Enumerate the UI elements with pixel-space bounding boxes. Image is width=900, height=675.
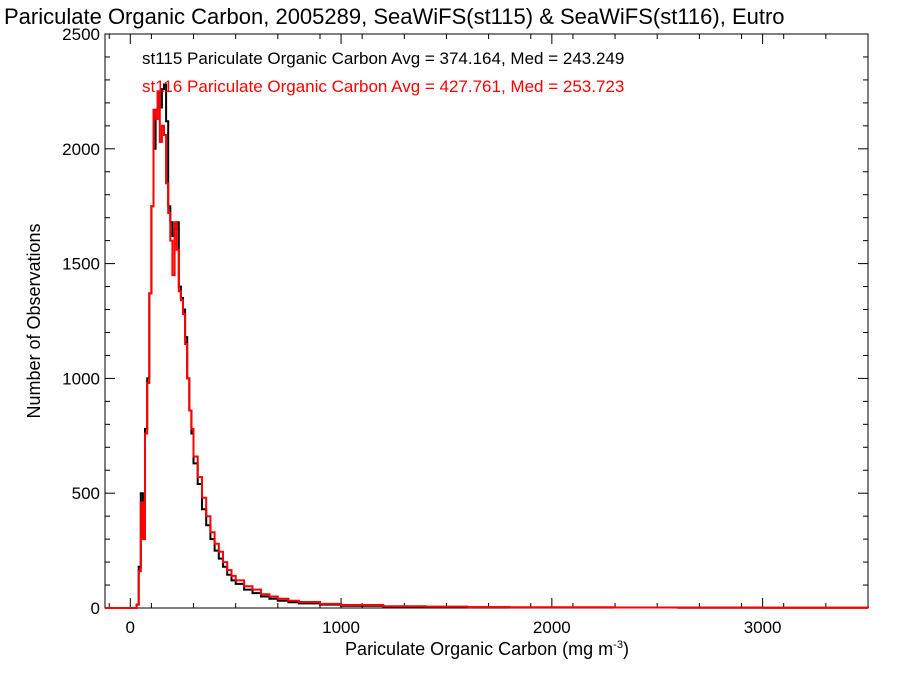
series-lines	[105, 83, 869, 609]
legend-entry-st115: st115 Pariculate Organic Carbon Avg = 37…	[142, 49, 624, 68]
x-tick-label: 2000	[533, 618, 571, 637]
x-tick-label: 0	[126, 618, 135, 637]
y-axis-label: Number of Observations	[24, 223, 44, 418]
y-tick-labels: 0 500 1000 1500 2000 2500	[62, 25, 100, 618]
series-line-st115	[105, 83, 869, 609]
y-tick-label: 0	[91, 599, 100, 618]
y-tick-label: 1000	[62, 369, 100, 388]
x-tick-labels: 0 1000 2000 3000	[126, 618, 782, 637]
plot-frame	[104, 33, 869, 609]
x-axis-label: Pariculate Organic Carbon (mg m-3)	[345, 639, 629, 659]
tick-marks	[105, 33, 869, 609]
x-tick-label: 1000	[322, 618, 360, 637]
y-tick-label: 1500	[62, 255, 100, 274]
y-tick-label: 2500	[62, 25, 100, 44]
x-axis-label-superscript: -3	[613, 639, 623, 651]
y-tick-label: 500	[72, 484, 100, 503]
x-tick-label: 3000	[744, 618, 782, 637]
legend-entry-st116: st116 Pariculate Organic Carbon Avg = 42…	[142, 77, 624, 96]
y-tick-label: 2000	[62, 140, 100, 159]
x-axis-label-main: Pariculate Organic Carbon (mg m	[345, 639, 613, 659]
legend: st115 Pariculate Organic Carbon Avg = 37…	[142, 49, 624, 96]
x-axis-label-suffix: )	[623, 639, 629, 659]
series-line-st116	[105, 90, 869, 609]
chart-title: Pariculate Organic Carbon, 2005289, SeaW…	[4, 4, 785, 29]
